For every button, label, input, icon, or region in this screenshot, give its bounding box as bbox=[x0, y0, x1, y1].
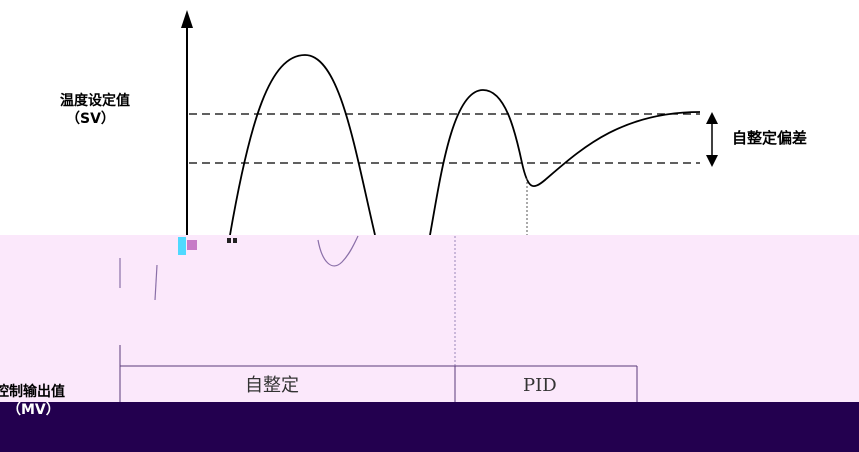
deviation-label: 自整定偏差 bbox=[732, 129, 808, 147]
phase-autotune-label: 自整定 bbox=[245, 375, 299, 396]
glitch-blob-cyan bbox=[178, 237, 186, 255]
glitch-blob-magenta bbox=[187, 240, 197, 250]
control-output-label: 控制输出值 （MV） bbox=[0, 383, 65, 419]
setpoint-label-line2: （SV） bbox=[66, 111, 115, 127]
deviation-arrow-up-icon bbox=[706, 112, 718, 124]
setpoint-label: 温度设定值 （SV） bbox=[60, 92, 130, 128]
control-output-label-line1: 控制输出值 bbox=[0, 384, 65, 400]
lower-panel-band bbox=[0, 235, 859, 402]
phase-pid-label: PID bbox=[523, 375, 557, 396]
control-output-label-line2: （MV） bbox=[7, 402, 60, 418]
deviation-arrow-down-icon bbox=[706, 155, 718, 167]
bottom-dark-band bbox=[0, 402, 859, 452]
y-axis-arrow-icon bbox=[181, 10, 193, 28]
temperature-curve bbox=[229, 54, 701, 236]
glitch-blob-dark bbox=[227, 238, 231, 243]
lower-curve-fragment bbox=[317, 235, 359, 267]
mv-axis-fragment-2 bbox=[154, 264, 158, 301]
glitch-blob-dark-2 bbox=[233, 238, 237, 243]
setpoint-label-line1: 温度设定值 bbox=[60, 93, 130, 109]
